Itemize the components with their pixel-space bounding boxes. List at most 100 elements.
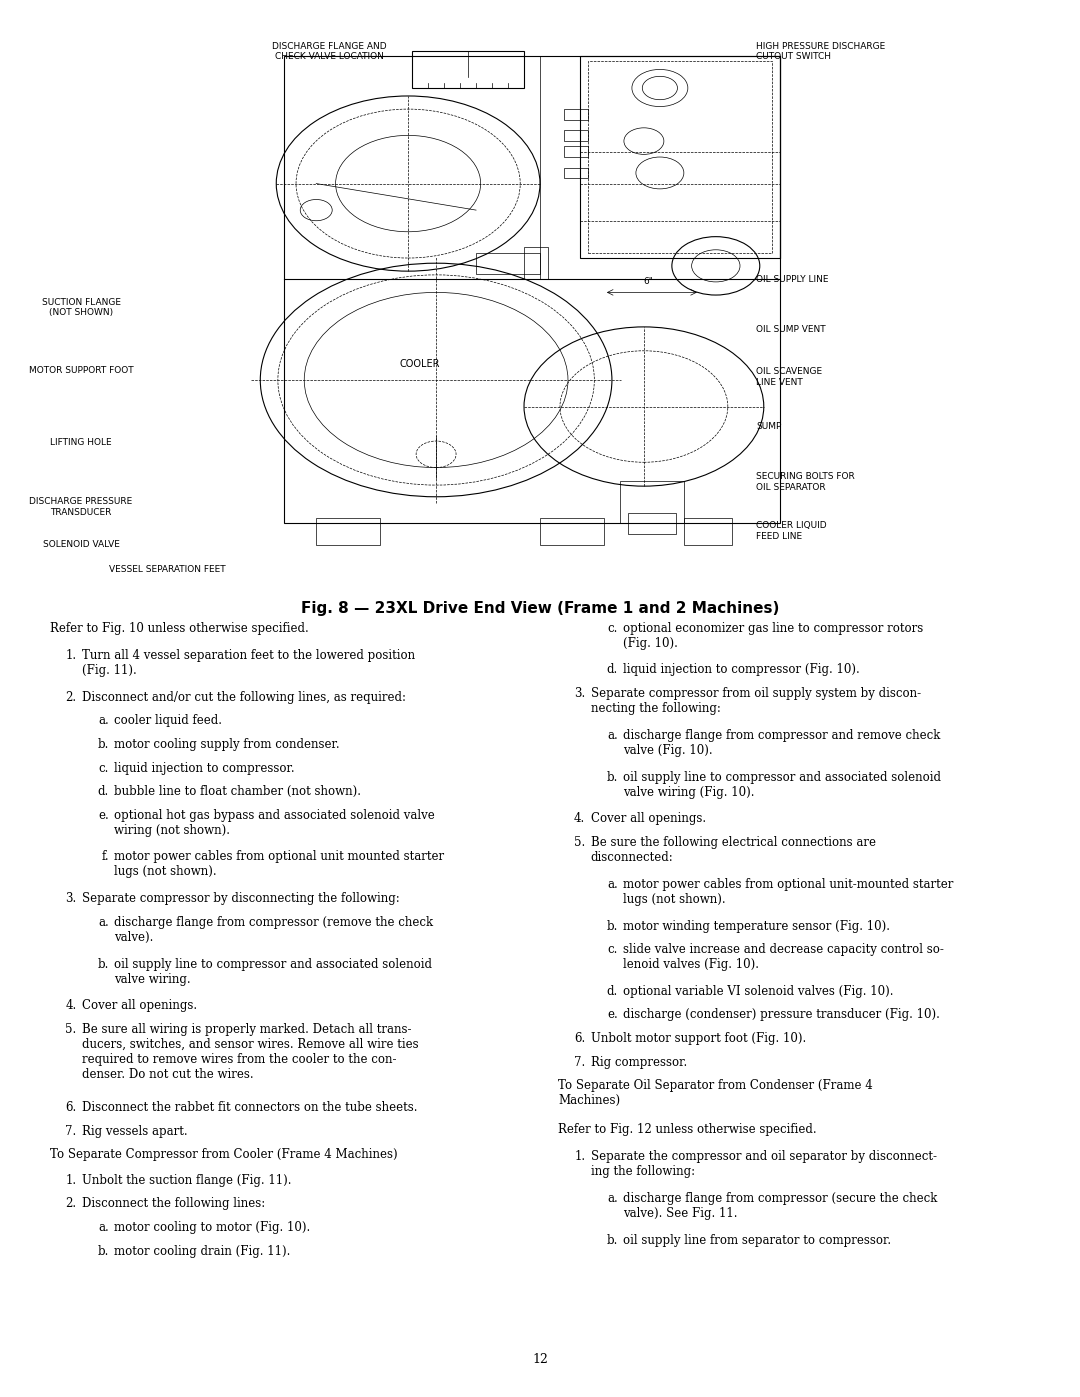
Text: liquid injection to compressor.: liquid injection to compressor. (114, 761, 295, 774)
Bar (413, 50, 524, 88)
Text: SUMP: SUMP (756, 422, 781, 430)
Text: MOTOR SUPPORT FOOT: MOTOR SUPPORT FOOT (29, 366, 133, 374)
Text: HIGH PRESSURE DISCHARGE
CUTOUT SWITCH: HIGH PRESSURE DISCHARGE CUTOUT SWITCH (756, 42, 886, 61)
Text: motor cooling drain (Fig. 11).: motor cooling drain (Fig. 11). (114, 1245, 291, 1257)
Text: oil supply line to compressor and associated solenoid
valve wiring (Fig. 10).: oil supply line to compressor and associ… (623, 771, 941, 799)
Text: 7.: 7. (66, 1125, 77, 1137)
Text: 2.: 2. (66, 690, 77, 704)
Text: Refer to Fig. 12 unless otherwise specified.: Refer to Fig. 12 unless otherwise specif… (558, 1123, 816, 1136)
Bar (588, 61, 772, 253)
Text: 5.: 5. (575, 835, 585, 849)
Bar (580, 56, 780, 258)
Text: To Separate Oil Separator from Condenser (Frame 4
Machines): To Separate Oil Separator from Condenser… (558, 1080, 873, 1108)
Text: bubble line to float chamber (not shown).: bubble line to float chamber (not shown)… (114, 785, 362, 798)
Text: d.: d. (98, 785, 109, 798)
Text: Refer to Fig. 10 unless otherwise specified.: Refer to Fig. 10 unless otherwise specif… (50, 622, 309, 634)
Text: SUCTION FLANGE
(NOT SHOWN): SUCTION FLANGE (NOT SHOWN) (41, 298, 121, 317)
Text: a.: a. (607, 1192, 618, 1206)
Bar (564, 109, 588, 120)
Text: c.: c. (607, 622, 618, 634)
Text: discharge flange from compressor (remove the check
valve).: discharge flange from compressor (remove… (114, 916, 433, 944)
Text: 1.: 1. (66, 1173, 77, 1187)
Text: Separate compressor from oil supply system by discon-
necting the following:: Separate compressor from oil supply syst… (591, 687, 921, 715)
Text: 5.: 5. (66, 1023, 77, 1037)
Text: oil supply line to compressor and associated solenoid
valve wiring.: oil supply line to compressor and associ… (114, 958, 432, 986)
Text: DISCHARGE PRESSURE
TRANSDUCER: DISCHARGE PRESSURE TRANSDUCER (29, 497, 133, 517)
Text: discharge (condenser) pressure transducer (Fig. 10).: discharge (condenser) pressure transduce… (623, 1009, 940, 1021)
Bar (684, 518, 732, 545)
Text: motor power cables from optional unit-mounted starter
lugs (not shown).: motor power cables from optional unit-mo… (623, 877, 954, 905)
Text: Separate the compressor and oil separator by disconnect-
ing the following:: Separate the compressor and oil separato… (591, 1150, 936, 1178)
Text: DISCHARGE FLANGE AND
CHECK VALVE LOCATION: DISCHARGE FLANGE AND CHECK VALVE LOCATIO… (272, 42, 387, 61)
Bar (540, 518, 604, 545)
Text: Unbolt motor support foot (Fig. 10).: Unbolt motor support foot (Fig. 10). (591, 1032, 806, 1045)
Text: 2.: 2. (66, 1197, 77, 1210)
Bar (524, 247, 548, 279)
Text: b.: b. (97, 1245, 109, 1257)
Text: cooler liquid feed.: cooler liquid feed. (114, 714, 222, 728)
Text: d.: d. (607, 985, 618, 997)
Text: a.: a. (98, 1221, 109, 1234)
Text: Disconnect the rabbet fit connectors on the tube sheets.: Disconnect the rabbet fit connectors on … (82, 1101, 418, 1115)
Text: b.: b. (606, 1234, 618, 1246)
Text: a.: a. (98, 916, 109, 929)
Text: Cover all openings.: Cover all openings. (82, 999, 198, 1013)
Text: Cover all openings.: Cover all openings. (591, 812, 706, 826)
Text: OIL SCAVENGE
LINE VENT: OIL SCAVENGE LINE VENT (756, 367, 822, 387)
Text: discharge flange from compressor (secure the check
valve). See Fig. 11.: discharge flange from compressor (secure… (623, 1192, 937, 1220)
Text: Turn all 4 vessel separation feet to the lowered position
(Fig. 11).: Turn all 4 vessel separation feet to the… (82, 648, 415, 678)
Bar (316, 518, 380, 545)
Text: motor cooling to motor (Fig. 10).: motor cooling to motor (Fig. 10). (114, 1221, 311, 1234)
Bar (564, 147, 588, 156)
Text: Be sure all wiring is properly marked. Detach all trans-
ducers, switches, and s: Be sure all wiring is properly marked. D… (82, 1023, 419, 1081)
Text: OIL SUMP VENT: OIL SUMP VENT (756, 326, 825, 334)
Text: f.: f. (102, 851, 109, 863)
Text: 1.: 1. (66, 648, 77, 662)
Text: motor winding temperature sensor (Fig. 10).: motor winding temperature sensor (Fig. 1… (623, 919, 890, 933)
Text: Disconnect the following lines:: Disconnect the following lines: (82, 1197, 266, 1210)
Text: slide valve increase and decrease capacity control so-
lenoid valves (Fig. 10).: slide valve increase and decrease capaci… (623, 943, 944, 971)
Text: 3.: 3. (575, 687, 585, 700)
Text: 6.: 6. (66, 1101, 77, 1115)
Text: 4.: 4. (575, 812, 585, 826)
Text: motor power cables from optional unit mounted starter
lugs (not shown).: motor power cables from optional unit mo… (114, 851, 445, 879)
Text: LIFTING HOLE: LIFTING HOLE (50, 439, 112, 447)
Text: Fig. 8 — 23XL Drive End View (Frame 1 and 2 Machines): Fig. 8 — 23XL Drive End View (Frame 1 an… (301, 601, 779, 616)
Text: a.: a. (98, 714, 109, 728)
Text: VESSEL SEPARATION FEET: VESSEL SEPARATION FEET (109, 566, 226, 574)
Bar (620, 481, 684, 524)
Bar (564, 168, 588, 179)
Text: optional hot gas bypass and associated solenoid valve
wiring (not shown).: optional hot gas bypass and associated s… (114, 809, 435, 837)
Bar (627, 513, 676, 534)
Text: discharge flange from compressor and remove check
valve (Fig. 10).: discharge flange from compressor and rem… (623, 729, 941, 757)
Text: COOLER: COOLER (400, 359, 441, 369)
Text: a.: a. (607, 729, 618, 742)
Text: b.: b. (97, 738, 109, 752)
Text: 7.: 7. (575, 1056, 585, 1069)
Text: To Separate Compressor from Cooler (Frame 4 Machines): To Separate Compressor from Cooler (Fram… (50, 1148, 397, 1161)
Text: optional variable VI solenoid valves (Fig. 10).: optional variable VI solenoid valves (Fi… (623, 985, 893, 997)
Text: b.: b. (97, 958, 109, 971)
Text: 12: 12 (532, 1354, 548, 1366)
Text: Rig vessels apart.: Rig vessels apart. (82, 1125, 188, 1137)
Text: SECURING BOLTS FOR
OIL SEPARATOR: SECURING BOLTS FOR OIL SEPARATOR (756, 472, 854, 492)
Text: COOLER LIQUID
FEED LINE: COOLER LIQUID FEED LINE (756, 521, 826, 541)
Text: oil supply line from separator to compressor.: oil supply line from separator to compre… (623, 1234, 891, 1246)
Text: b.: b. (606, 771, 618, 784)
Text: 1.: 1. (575, 1150, 585, 1164)
Bar (284, 56, 780, 524)
Text: motor cooling supply from condenser.: motor cooling supply from condenser. (114, 738, 340, 752)
Text: d.: d. (607, 664, 618, 676)
Text: e.: e. (98, 809, 109, 821)
Text: Unbolt the suction flange (Fig. 11).: Unbolt the suction flange (Fig. 11). (82, 1173, 292, 1187)
Text: b.: b. (606, 919, 618, 933)
Text: Rig compressor.: Rig compressor. (591, 1056, 687, 1069)
Text: a.: a. (607, 877, 618, 891)
Text: 4.: 4. (66, 999, 77, 1013)
Text: c.: c. (607, 943, 618, 956)
Text: liquid injection to compressor (Fig. 10).: liquid injection to compressor (Fig. 10)… (623, 664, 860, 676)
Text: Disconnect and/or cut the following lines, as required:: Disconnect and/or cut the following line… (82, 690, 406, 704)
Text: Separate compressor by disconnecting the following:: Separate compressor by disconnecting the… (82, 893, 400, 905)
Text: SOLENOID VALVE: SOLENOID VALVE (42, 541, 120, 549)
Text: optional economizer gas line to compressor rotors
(Fig. 10).: optional economizer gas line to compress… (623, 622, 923, 650)
